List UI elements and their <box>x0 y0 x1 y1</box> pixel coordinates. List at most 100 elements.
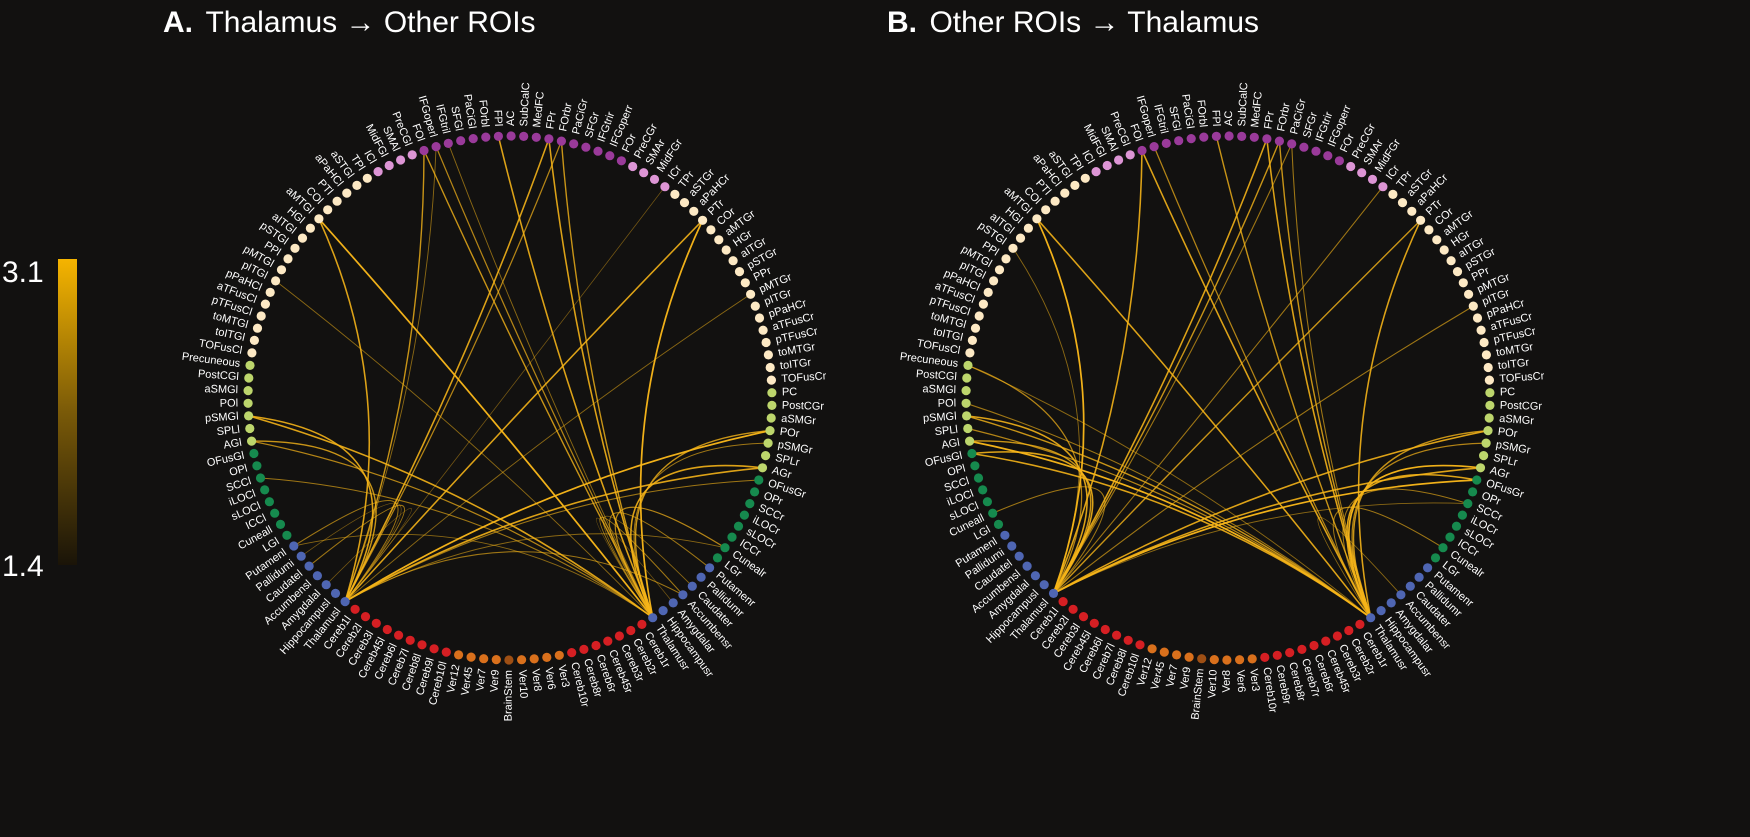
edge-thalamusl-ptr <box>344 219 704 603</box>
node-label-medfc: MedFC <box>1249 91 1265 128</box>
node-opr <box>750 487 760 497</box>
node-accumbensl <box>312 571 322 581</box>
node-amtgr <box>714 235 724 245</box>
node-precuneous <box>245 360 255 370</box>
edge-thalamusl-agr <box>344 467 763 603</box>
node-label-asmgl: aSMGl <box>204 383 238 396</box>
node-brainstem <box>504 655 514 665</box>
node-opl <box>970 461 980 471</box>
node-cereb10r <box>1260 652 1270 663</box>
edge-thalamusr-pitgl <box>275 280 654 619</box>
node-medfc <box>1249 132 1259 142</box>
node-fol <box>1137 145 1147 156</box>
node-label-por: POr <box>1497 426 1518 440</box>
node-cereb10l <box>441 647 451 657</box>
node-icr <box>660 182 670 192</box>
panel-b-title-text: Other ROIs → Thalamus <box>929 6 1259 39</box>
node-ifgtrir <box>1311 146 1321 156</box>
node-ver9 <box>1184 652 1194 662</box>
node-psmgl <box>962 411 972 421</box>
node-label-psmgl: pSMGl <box>923 411 957 425</box>
node-cuneall <box>275 519 286 530</box>
node-toitgl <box>249 335 259 345</box>
node-slocl <box>264 497 274 507</box>
node-cereb45r <box>603 636 613 646</box>
edge-thalamusr-accumbensr <box>599 516 684 618</box>
node-toitgl <box>967 335 978 345</box>
panel-a-title-text: Thalamus → Other ROIs <box>205 6 535 39</box>
node-label-forbr: FOrbr <box>1275 102 1292 133</box>
node-icl <box>373 167 383 177</box>
node-ppl <box>283 254 293 264</box>
node-tpl <box>362 173 372 183</box>
node-pacigl <box>468 134 478 144</box>
node-iccl <box>270 508 280 518</box>
node-ptl <box>332 196 342 206</box>
node-label-ac: AC <box>1223 111 1235 126</box>
node-aitgr <box>728 256 738 266</box>
node-ver12 <box>1147 644 1157 654</box>
node-label-agr: AGr <box>771 465 793 482</box>
node-ppahcr <box>754 313 765 323</box>
node-putamenl <box>289 541 299 551</box>
colorbar: 3.1 1.4 <box>2 256 77 583</box>
node-cereb6r <box>1309 640 1319 651</box>
node-ver6 <box>1235 655 1245 665</box>
edge-thalamusr-fpl <box>497 136 654 618</box>
node-pitgl <box>989 276 999 286</box>
node-asmgr <box>1484 413 1494 423</box>
edge-thalamusl-pitgr <box>1053 305 1474 594</box>
node-cereb2l <box>360 612 371 622</box>
node-cereb10l <box>1135 640 1145 650</box>
node-precgr <box>1346 161 1356 172</box>
edge-thalamusl-pmtgr <box>344 293 751 602</box>
node-cuneall <box>988 508 998 518</box>
node-ver8 <box>529 654 539 664</box>
edge-thalamusl-putamenl <box>293 500 399 602</box>
node-label-brainstem: BrainStem <box>1189 668 1206 720</box>
edge-thalamusr-amtgl <box>318 218 654 619</box>
edge-thalamusr-forbr <box>1278 141 1372 618</box>
node-accumbensl <box>1022 561 1032 571</box>
node-amygdalal <box>321 580 331 590</box>
node-cereb45l <box>382 624 392 635</box>
edge-thalamusr-precuneous <box>967 364 1371 619</box>
node-ver8 <box>1222 655 1232 665</box>
node-cereb2l <box>1068 604 1078 614</box>
node-label-agl: AGl <box>941 437 961 452</box>
edge-thalamusr-accumbensr <box>1317 516 1402 618</box>
node-cereb1l <box>350 604 360 614</box>
node-ptfuscr <box>1479 337 1489 348</box>
edge-thalamusl-forbr <box>344 140 562 602</box>
edge-thalamusl-pacigr <box>1053 143 1293 594</box>
node-putamenr <box>705 563 715 573</box>
node-label-fpl: FPl <box>1209 110 1222 127</box>
node-label-fpr: FPr <box>1262 110 1277 130</box>
node-ver7 <box>479 654 489 664</box>
node-label-ver6: Ver6 <box>1234 669 1247 692</box>
node-cereb1r <box>1355 619 1365 630</box>
node-cor <box>706 225 716 235</box>
node-lgl <box>993 519 1004 530</box>
node-slocr <box>1451 521 1462 531</box>
node-ilocl <box>978 485 988 495</box>
node-tomtgr <box>763 350 774 360</box>
node-por <box>765 426 775 436</box>
node-label-spll: SPLl <box>934 424 958 439</box>
node-cereb9r <box>1272 650 1282 660</box>
node-forbr <box>556 136 567 146</box>
node-midfgr <box>649 174 660 184</box>
edge-thalamusl-amtgl <box>318 218 371 602</box>
node-label-postcgl: PostCGl <box>915 368 957 383</box>
node-ver3 <box>554 650 564 660</box>
node-col <box>323 205 333 215</box>
node-aitgr <box>1446 256 1456 266</box>
node-ver10 <box>1209 655 1219 665</box>
edge-thalamusr-putamenr <box>609 512 710 618</box>
node-putamenl <box>1000 530 1010 540</box>
node-fpr <box>544 134 554 144</box>
node-amtgr <box>1432 235 1442 245</box>
node-sfgr <box>581 142 591 152</box>
node-ppahcr <box>1472 313 1483 323</box>
